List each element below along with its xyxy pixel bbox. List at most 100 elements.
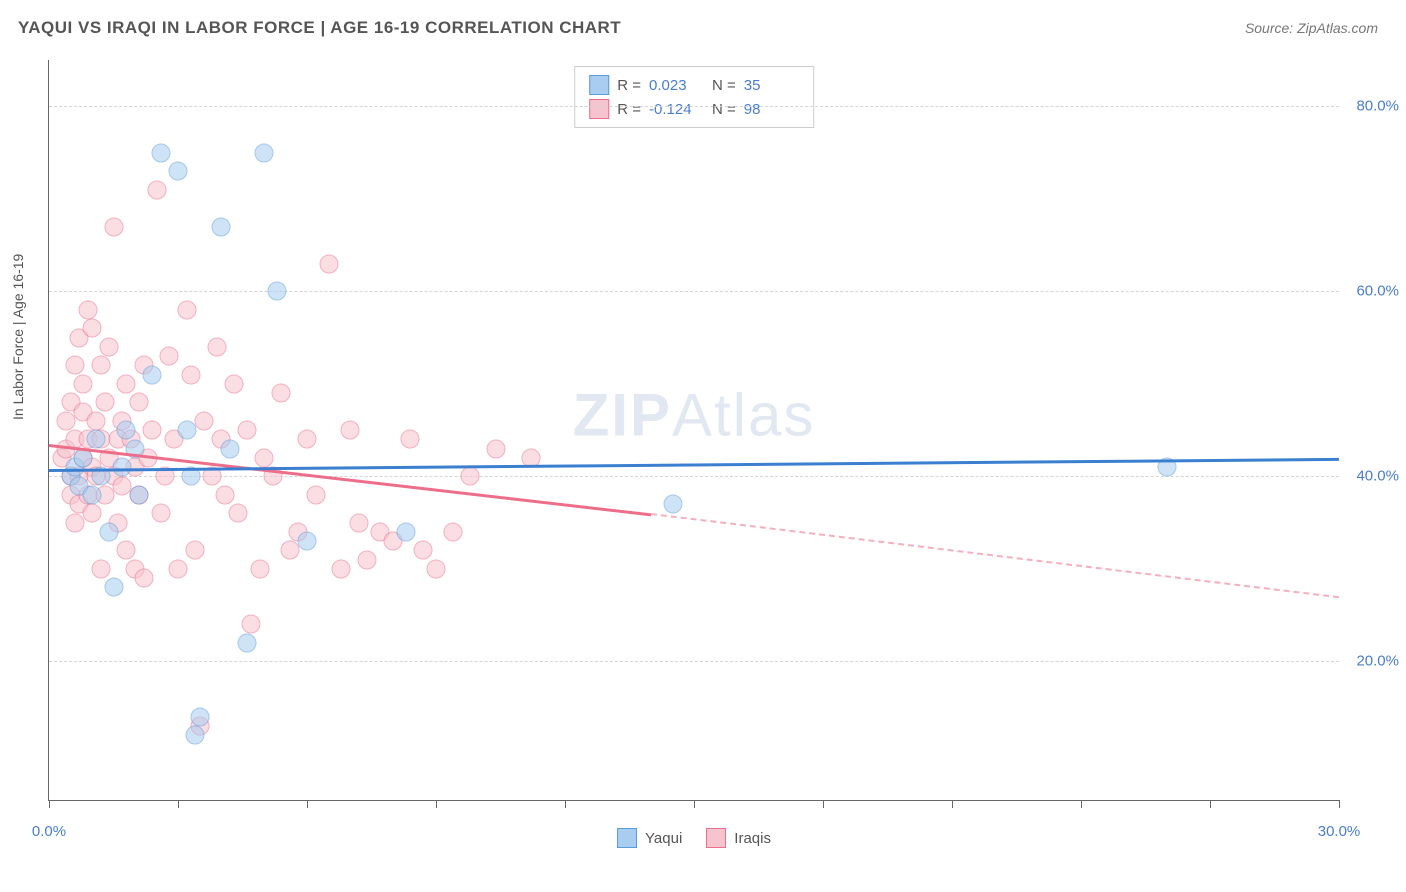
scatter-point-iraqis xyxy=(74,374,93,393)
x-tick-label: 0.0% xyxy=(32,823,66,840)
scatter-point-iraqis xyxy=(444,522,463,541)
y-tick-label: 60.0% xyxy=(1356,283,1399,300)
scatter-point-iraqis xyxy=(130,393,149,412)
correlation-legend: R = 0.023 N = 35 R = -0.124 N = 98 xyxy=(574,66,814,128)
scatter-point-iraqis xyxy=(147,180,166,199)
scatter-point-iraqis xyxy=(117,541,136,560)
scatter-point-iraqis xyxy=(280,541,299,560)
scatter-point-iraqis xyxy=(272,384,291,403)
y-tick-label: 40.0% xyxy=(1356,468,1399,485)
scatter-point-yaqui xyxy=(100,522,119,541)
x-tick xyxy=(823,800,824,808)
scatter-point-iraqis xyxy=(78,300,97,319)
scatter-point-iraqis xyxy=(401,430,420,449)
y-axis-label: In Labor Force | Age 16-19 xyxy=(10,254,26,420)
scatter-point-iraqis xyxy=(65,513,84,532)
scatter-point-iraqis xyxy=(332,559,351,578)
swatch-icon xyxy=(589,99,609,119)
scatter-point-iraqis xyxy=(186,541,205,560)
scatter-point-iraqis xyxy=(151,504,170,523)
scatter-point-yaqui xyxy=(143,365,162,384)
x-tick xyxy=(49,800,50,808)
scatter-point-yaqui xyxy=(396,522,415,541)
scatter-point-iraqis xyxy=(306,485,325,504)
scatter-point-yaqui xyxy=(169,162,188,181)
scatter-point-iraqis xyxy=(224,374,243,393)
scatter-point-iraqis xyxy=(160,347,179,366)
scatter-point-iraqis xyxy=(237,421,256,440)
legend-row-yaqui: R = 0.023 N = 35 xyxy=(589,73,799,97)
scatter-point-iraqis xyxy=(255,448,274,467)
scatter-point-yaqui xyxy=(83,485,102,504)
x-tick xyxy=(1339,800,1340,808)
scatter-point-iraqis xyxy=(427,559,446,578)
scatter-point-iraqis xyxy=(95,393,114,412)
scatter-point-yaqui xyxy=(267,282,286,301)
swatch-icon xyxy=(706,828,726,848)
scatter-point-iraqis xyxy=(461,467,480,486)
scatter-point-iraqis xyxy=(169,559,188,578)
scatter-point-yaqui xyxy=(177,421,196,440)
y-tick-label: 20.0% xyxy=(1356,653,1399,670)
trend-line xyxy=(49,444,651,516)
scatter-point-yaqui xyxy=(104,578,123,597)
scatter-point-iraqis xyxy=(414,541,433,560)
scatter-point-iraqis xyxy=(242,615,261,634)
scatter-point-iraqis xyxy=(143,421,162,440)
scatter-point-iraqis xyxy=(298,430,317,449)
scatter-point-iraqis xyxy=(117,374,136,393)
scatter-point-iraqis xyxy=(358,550,377,569)
scatter-point-iraqis xyxy=(57,411,76,430)
x-tick xyxy=(694,800,695,808)
x-tick xyxy=(565,800,566,808)
scatter-point-yaqui xyxy=(255,143,274,162)
scatter-point-yaqui xyxy=(237,633,256,652)
scatter-point-iraqis xyxy=(87,411,106,430)
scatter-point-yaqui xyxy=(113,458,132,477)
scatter-point-yaqui xyxy=(151,143,170,162)
legend-item-iraqis: Iraqis xyxy=(706,828,771,848)
trend-line xyxy=(49,458,1339,472)
scatter-point-iraqis xyxy=(216,485,235,504)
legend-row-iraqis: R = -0.124 N = 98 xyxy=(589,97,799,121)
scatter-point-yaqui xyxy=(87,430,106,449)
x-tick xyxy=(307,800,308,808)
x-tick xyxy=(436,800,437,808)
scatter-point-iraqis xyxy=(319,254,338,273)
scatter-point-iraqis xyxy=(487,439,506,458)
scatter-point-yaqui xyxy=(190,707,209,726)
scatter-point-iraqis xyxy=(83,504,102,523)
x-tick-label: 30.0% xyxy=(1318,823,1361,840)
scatter-point-iraqis xyxy=(104,217,123,236)
scatter-point-iraqis xyxy=(250,559,269,578)
y-tick-label: 80.0% xyxy=(1356,98,1399,115)
source-label: Source: ZipAtlas.com xyxy=(1245,20,1378,36)
watermark: ZIPAtlas xyxy=(573,381,816,450)
scatter-point-iraqis xyxy=(207,337,226,356)
scatter-point-iraqis xyxy=(83,319,102,338)
swatch-icon xyxy=(589,75,609,95)
scatter-point-iraqis xyxy=(341,421,360,440)
scatter-point-yaqui xyxy=(117,421,136,440)
chart-title: YAQUI VS IRAQI IN LABOR FORCE | AGE 16-1… xyxy=(18,18,621,38)
scatter-point-iraqis xyxy=(134,569,153,588)
scatter-point-iraqis xyxy=(229,504,248,523)
series-legend: Yaqui Iraqis xyxy=(617,828,771,848)
scatter-point-yaqui xyxy=(186,726,205,745)
scatter-point-iraqis xyxy=(181,365,200,384)
scatter-point-iraqis xyxy=(349,513,368,532)
scatter-point-iraqis xyxy=(65,356,84,375)
gridline xyxy=(49,106,1339,107)
gridline xyxy=(49,291,1339,292)
scatter-point-iraqis xyxy=(194,411,213,430)
x-tick xyxy=(1210,800,1211,808)
scatter-point-iraqis xyxy=(100,337,119,356)
scatter-point-iraqis xyxy=(91,356,110,375)
scatter-point-yaqui xyxy=(130,485,149,504)
chart-plot-area: ZIPAtlas R = 0.023 N = 35 R = -0.124 N =… xyxy=(48,60,1339,801)
x-tick xyxy=(952,800,953,808)
trend-line xyxy=(651,513,1339,598)
scatter-point-yaqui xyxy=(220,439,239,458)
scatter-point-iraqis xyxy=(91,559,110,578)
swatch-icon xyxy=(617,828,637,848)
